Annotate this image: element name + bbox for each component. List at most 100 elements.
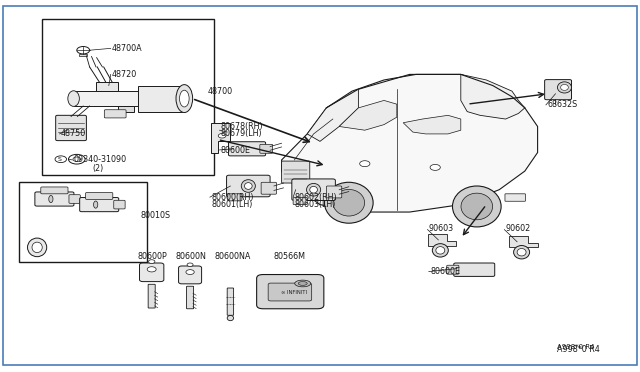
Bar [42, 19, 214, 175]
Ellipse shape [461, 193, 493, 220]
Polygon shape [282, 74, 538, 212]
Text: ∞ INFINITI: ∞ INFINITI [281, 290, 307, 295]
Polygon shape [428, 234, 456, 246]
Circle shape [430, 164, 440, 170]
Polygon shape [74, 91, 154, 106]
Ellipse shape [517, 248, 526, 256]
FancyBboxPatch shape [293, 198, 307, 205]
Ellipse shape [513, 246, 529, 259]
Text: 80600(RH): 80600(RH) [211, 193, 253, 202]
Text: (2): (2) [93, 164, 104, 173]
FancyBboxPatch shape [179, 266, 202, 284]
Text: 90603: 90603 [429, 224, 454, 233]
Ellipse shape [557, 82, 572, 93]
Text: 80601(LH): 80601(LH) [211, 200, 253, 209]
FancyBboxPatch shape [140, 263, 164, 282]
Ellipse shape [93, 201, 98, 208]
Ellipse shape [295, 280, 311, 287]
FancyBboxPatch shape [260, 144, 273, 153]
FancyBboxPatch shape [228, 142, 266, 156]
FancyBboxPatch shape [454, 263, 495, 276]
Ellipse shape [32, 242, 42, 253]
Circle shape [148, 260, 155, 263]
FancyBboxPatch shape [187, 286, 193, 309]
Polygon shape [96, 82, 118, 91]
Ellipse shape [307, 183, 321, 196]
Circle shape [55, 156, 67, 163]
Text: A998*0 R4: A998*0 R4 [557, 344, 595, 350]
Polygon shape [461, 74, 525, 119]
FancyBboxPatch shape [545, 80, 572, 100]
FancyBboxPatch shape [114, 200, 125, 209]
Ellipse shape [324, 182, 373, 223]
FancyBboxPatch shape [56, 115, 86, 141]
Ellipse shape [561, 84, 568, 90]
Text: 48700: 48700 [208, 87, 233, 96]
Ellipse shape [298, 282, 307, 285]
FancyBboxPatch shape [261, 182, 276, 194]
Text: 80602(RH): 80602(RH) [294, 193, 337, 202]
Circle shape [77, 46, 90, 54]
Text: 80566M: 80566M [273, 252, 305, 261]
Text: 80600E: 80600E [221, 146, 251, 155]
FancyBboxPatch shape [104, 110, 126, 118]
Ellipse shape [227, 315, 234, 321]
Circle shape [186, 270, 195, 275]
Text: 80603(LH): 80603(LH) [294, 200, 336, 209]
FancyBboxPatch shape [268, 283, 312, 301]
FancyBboxPatch shape [41, 187, 68, 194]
FancyBboxPatch shape [69, 195, 81, 203]
Text: 48700A: 48700A [112, 44, 143, 53]
Ellipse shape [452, 186, 501, 227]
Circle shape [360, 161, 370, 167]
Circle shape [218, 134, 226, 138]
Polygon shape [211, 123, 230, 153]
Ellipse shape [310, 186, 317, 193]
FancyBboxPatch shape [35, 192, 74, 206]
FancyBboxPatch shape [86, 193, 113, 199]
Text: 90602: 90602 [506, 224, 531, 233]
Polygon shape [118, 106, 134, 112]
Text: 80600P: 80600P [138, 252, 167, 261]
Bar [79, 54, 87, 56]
Text: S: S [58, 157, 61, 162]
Text: 80600N: 80600N [176, 252, 207, 261]
Text: 80600NA: 80600NA [214, 252, 251, 261]
Ellipse shape [49, 195, 53, 203]
Text: 48750: 48750 [61, 129, 86, 138]
Ellipse shape [176, 84, 193, 112]
Text: 09340-31090: 09340-31090 [74, 155, 127, 164]
Text: 68632S: 68632S [547, 100, 577, 109]
Bar [19, 182, 147, 262]
Polygon shape [339, 100, 397, 130]
Circle shape [73, 157, 81, 161]
FancyBboxPatch shape [228, 194, 242, 201]
Circle shape [187, 263, 193, 266]
Polygon shape [403, 115, 461, 134]
FancyBboxPatch shape [326, 186, 342, 198]
FancyBboxPatch shape [257, 275, 324, 309]
Text: 80600E: 80600E [430, 267, 460, 276]
FancyBboxPatch shape [282, 161, 310, 183]
Text: A998*0 R4: A998*0 R4 [557, 345, 600, 354]
Text: 80010S: 80010S [141, 211, 171, 220]
FancyBboxPatch shape [148, 284, 155, 308]
Polygon shape [509, 236, 538, 247]
Text: 80679(LH): 80679(LH) [221, 129, 262, 138]
FancyBboxPatch shape [227, 175, 270, 197]
Circle shape [147, 267, 156, 272]
Ellipse shape [433, 244, 448, 257]
Text: 80678(RH): 80678(RH) [221, 122, 264, 131]
FancyBboxPatch shape [227, 288, 234, 315]
Text: 48720: 48720 [112, 70, 137, 79]
Polygon shape [307, 89, 358, 141]
FancyBboxPatch shape [505, 194, 525, 201]
FancyBboxPatch shape [447, 265, 459, 274]
Ellipse shape [241, 180, 255, 192]
Ellipse shape [68, 91, 79, 106]
Ellipse shape [244, 183, 252, 189]
FancyBboxPatch shape [292, 179, 335, 201]
Ellipse shape [28, 238, 47, 257]
Ellipse shape [436, 247, 445, 254]
Ellipse shape [333, 189, 365, 216]
